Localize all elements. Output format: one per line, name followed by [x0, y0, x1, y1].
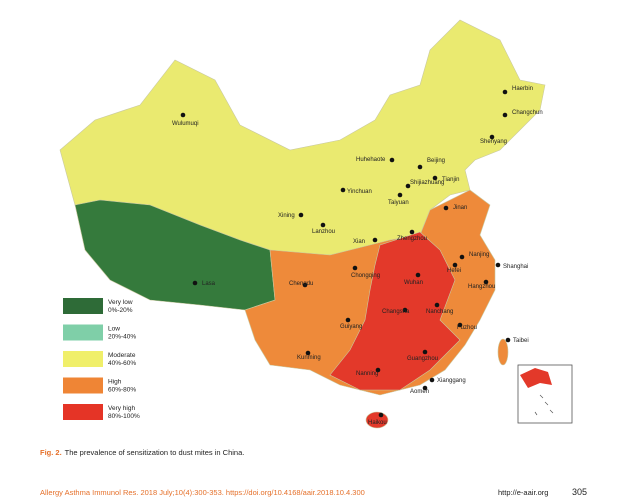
city-dot — [422, 385, 428, 391]
city-label: Wuhan — [404, 280, 423, 286]
city-label: Shenyang — [480, 139, 507, 145]
inset — [517, 364, 573, 424]
city-label: Aomen — [410, 389, 429, 395]
city-label: Taiyuan — [388, 200, 409, 206]
city-label: Taibei — [513, 338, 529, 344]
region-taiwan — [497, 338, 509, 366]
city-dot — [434, 302, 440, 308]
regions — [59, 19, 546, 429]
legend-label: Moderate — [108, 352, 136, 359]
city-label: Lasa — [202, 281, 216, 287]
city-dot — [495, 262, 501, 268]
city-label: Kunming — [297, 355, 321, 361]
city-label: Chongqing — [351, 273, 380, 279]
legend-range: 80%-100% — [108, 413, 140, 420]
legend-label: Low — [108, 326, 120, 333]
city-dot — [502, 112, 508, 118]
inset-islands — [534, 394, 554, 416]
legend-swatch — [63, 404, 103, 420]
footer-citation: Allergy Asthma Immunol Res. 2018 July;10… — [40, 488, 365, 497]
city-dot — [345, 317, 351, 323]
city-label: Changchun — [512, 110, 543, 116]
legend-range: 40%-60% — [108, 360, 136, 367]
city-label: Beijing — [427, 158, 445, 164]
city-label: Huhehaote — [356, 157, 386, 163]
city-label: Wulumuqi — [172, 121, 199, 127]
city-label: Chengdu — [289, 281, 313, 287]
city-label: Yinchuan — [347, 189, 372, 195]
legend-range: 60%-80% — [108, 387, 136, 394]
page-number: 305 — [572, 487, 587, 497]
city-dot — [378, 412, 384, 418]
city-dot — [402, 307, 408, 313]
city-dot — [340, 187, 346, 193]
city-label: Fuzhou — [457, 325, 477, 331]
city-label: Jinan — [453, 205, 467, 211]
city-dot — [372, 237, 378, 243]
city-dot — [405, 183, 411, 189]
legend-range: 0%-20% — [108, 307, 133, 314]
city-label: Guiyang — [340, 324, 362, 330]
legend-range: 20%-40% — [108, 334, 136, 341]
city-dot — [459, 254, 465, 260]
legend-swatch — [63, 298, 103, 314]
city-dot — [389, 157, 395, 163]
inset-coast — [520, 368, 552, 388]
caption: Fig. 2. The prevalence of sensitization t… — [40, 448, 244, 457]
city-label: Changsha — [382, 309, 410, 315]
city-dot — [429, 377, 435, 383]
city-label: Hangzhou — [468, 284, 495, 290]
city-label: Haikou — [368, 420, 387, 426]
cities: Haerbin Changchun Shenyang Wulumuqi Huhehaot… — [172, 86, 543, 426]
legend-swatch — [63, 351, 103, 367]
city-dot — [320, 222, 326, 228]
city-label: Hefei — [447, 268, 461, 274]
legend-label: Very low — [108, 299, 133, 306]
city-label: Guangzhou — [407, 356, 438, 362]
city-label: Shanghai — [503, 264, 528, 270]
city-label: Haerbin — [512, 86, 533, 92]
city-dot — [443, 205, 449, 211]
city-label: Xianggang — [437, 378, 466, 384]
city-dot — [415, 272, 421, 278]
city-label: Tianjin — [442, 177, 459, 183]
city-dot — [305, 350, 311, 356]
city-dot — [192, 280, 198, 286]
city-dot — [457, 322, 463, 328]
city-label: Nanjing — [469, 252, 489, 258]
city-dot — [417, 164, 423, 170]
city-label: Shijiazhuang — [410, 180, 444, 186]
city-dot — [505, 337, 511, 343]
legend-label: Very high — [108, 405, 135, 412]
city-label: Xining — [278, 213, 295, 219]
city-dot — [483, 279, 489, 285]
city-dot — [298, 212, 304, 218]
city-label: Xian — [353, 239, 365, 245]
caption-text: The prevalence of sensitization to dust … — [65, 448, 245, 457]
city-dot — [409, 229, 415, 235]
city-dot — [452, 262, 458, 268]
city-dot — [502, 89, 508, 95]
city-label: Lanzhou — [312, 229, 335, 235]
legend-swatch — [63, 377, 103, 394]
city-dot — [352, 265, 358, 271]
legend-swatch — [63, 324, 103, 341]
city-dot — [489, 134, 495, 140]
footer-url: http://e-aair.org — [498, 488, 548, 497]
city-dot — [432, 175, 438, 181]
city-dot — [302, 282, 308, 288]
city-label: Zhengzhou — [397, 236, 427, 242]
city-label: Nanchang — [426, 309, 453, 315]
city-dot — [422, 349, 428, 355]
city-label: Nanning — [356, 371, 378, 377]
caption-figure: Fig. 2. — [40, 448, 62, 457]
city-dot — [375, 367, 381, 373]
region-very-high — [329, 231, 461, 391]
legend-label: High — [108, 379, 122, 386]
city-dot — [397, 192, 403, 198]
city-dot — [180, 112, 186, 118]
